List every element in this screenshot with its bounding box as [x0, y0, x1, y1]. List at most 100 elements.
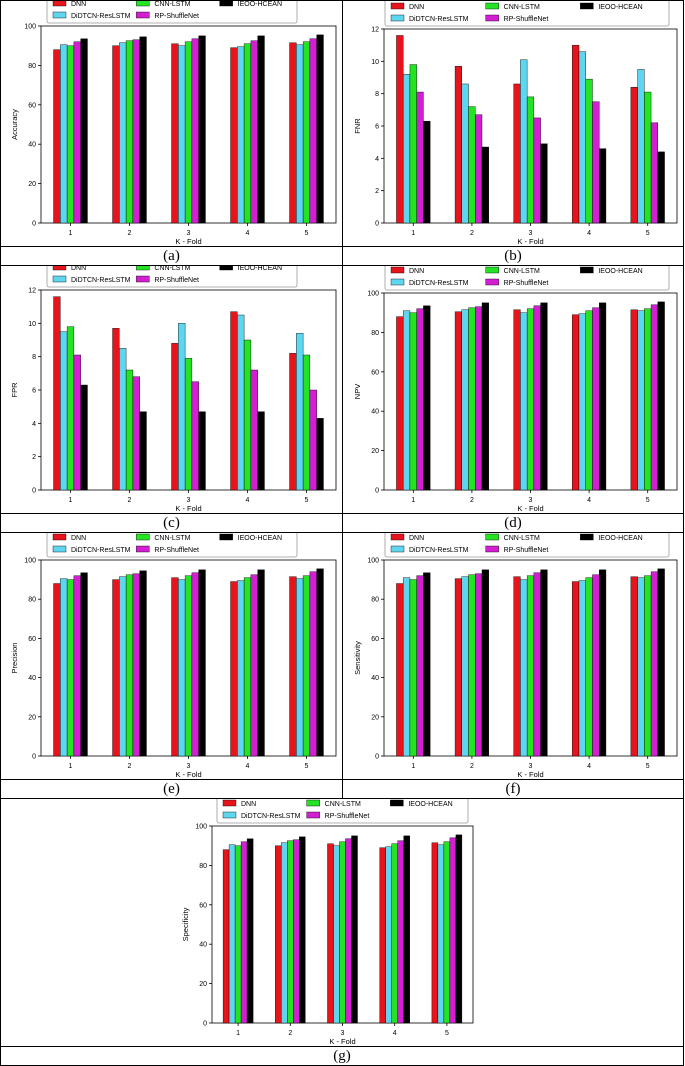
bar-dnn-fold-2 [454, 65, 462, 224]
legend-box [46, 1, 298, 24]
bar-didtcn-reslstm-fold-5 [296, 578, 304, 757]
y-tick-label: 60 [371, 369, 379, 376]
y-tick-label: 0 [375, 488, 379, 495]
legend-label-ieoo-hcean: IEOO-HCEAN [408, 801, 452, 808]
legend-label-cnn-lstm: CNN-LSTM [154, 535, 190, 542]
bar-dnn-fold-3 [171, 343, 179, 491]
legend-swatch-didtcn-reslstm [222, 811, 237, 819]
legend-swatch-dnn [222, 799, 237, 807]
legend-label-didtcn-reslstm: DiDTCN-ResLSTM [409, 547, 469, 554]
y-tick-label: 0 [203, 1021, 207, 1028]
bar-cnn-lstm-fold-5 [443, 841, 451, 1024]
bar-didtcn-reslstm-fold-4 [237, 314, 245, 491]
bar-rp-shufflenet-fold-3 [191, 38, 199, 224]
bar-rp-shufflenet-fold-4 [250, 40, 258, 224]
y-tick-label: 4 [32, 421, 36, 428]
chart-sensitivity: 0 20 40 60 80 100 1 2 3 4 5 K - Fold Sensitivity DNN C… [353, 533, 678, 779]
y-axis-label: NPV [353, 384, 362, 399]
bar-didtcn-reslstm-fold-5 [296, 44, 304, 224]
y-tick-label: 20 [199, 981, 207, 988]
bar-cnn-lstm-fold-2 [468, 307, 476, 491]
bar-cnn-lstm-fold-3 [526, 96, 535, 224]
legend-swatch-rp-shufflenet [306, 811, 320, 819]
bar-didtcn-reslstm-fold-4 [237, 580, 245, 757]
bar-rp-shufflenet-fold-2 [475, 573, 483, 757]
bar-ieoo-hcean-fold-1 [423, 305, 431, 491]
x-tick-label: 3 [529, 763, 533, 770]
bar-didtcn-reslstm-fold-2 [461, 83, 469, 224]
legend: DNN CNN-LSTM IEOO-HCEAN DiDTCN-ResLSTM RP-Sh… [384, 1, 670, 27]
bar-dnn-fold-1 [222, 849, 230, 1024]
bar-ieoo-hcean-fold-4 [403, 835, 410, 1024]
legend-label-ieoo-hcean: IEOO-HCEAN [238, 535, 282, 542]
bar-cnn-lstm-fold-3 [339, 841, 346, 1024]
bar-dnn-fold-1 [396, 35, 404, 224]
bar-cnn-lstm-fold-4 [243, 577, 252, 757]
bar-cnn-lstm-fold-5 [644, 308, 652, 491]
y-tick-label: 80 [28, 597, 36, 604]
legend-swatch-rp-shufflenet [136, 545, 150, 553]
bar-didtcn-reslstm-fold-5 [637, 577, 645, 757]
bar-didtcn-reslstm-fold-2 [119, 576, 127, 757]
bar-rp-shufflenet-fold-4 [592, 307, 600, 491]
x-tick-label: 2 [128, 763, 132, 770]
bar-ieoo-hcean-fold-3 [198, 35, 206, 224]
x-tick-label: 3 [529, 230, 533, 237]
x-tick-label: 4 [246, 230, 250, 237]
bar-rp-shufflenet-fold-4 [592, 574, 600, 757]
bar-rp-shufflenet-fold-3 [533, 305, 541, 491]
legend-label-ieoo-hcean: IEOO-HCEAN [238, 1, 282, 8]
bar-ieoo-hcean-fold-1 [80, 38, 88, 224]
bar-didtcn-reslstm-fold-3 [178, 579, 186, 757]
legend-box [384, 266, 670, 291]
bar-dnn-fold-1 [396, 583, 404, 757]
legend-swatch-cnn-lstm [136, 533, 150, 541]
bar-ieoo-hcean-fold-3 [351, 835, 358, 1024]
legend-label-didtcn-reslstm: DiDTCN-ResLSTM [71, 547, 131, 554]
legend-swatch-rp-shufflenet [485, 14, 499, 22]
bar-cnn-lstm-fold-4 [585, 310, 593, 491]
legend-swatch-dnn [390, 266, 405, 274]
bar-ieoo-hcean-fold-2 [481, 146, 489, 224]
legend-label-dnn: DNN [241, 801, 256, 808]
bar-ieoo-hcean-fold-5 [316, 418, 324, 491]
legend-label-dnn: DNN [71, 535, 86, 542]
legend-swatch-ieoo-hcean [580, 2, 594, 10]
bar-didtcn-reslstm-fold-4 [578, 51, 586, 224]
x-tick-label: 1 [411, 763, 415, 770]
bar-dnn-fold-3 [513, 576, 521, 757]
legend-label-dnn: DNN [409, 4, 424, 11]
bar-cnn-lstm-fold-2 [468, 106, 476, 224]
bar-rp-shufflenet-fold-5 [309, 38, 317, 224]
legend-label-cnn-lstm: CNN-LSTM [154, 1, 190, 8]
bar-cnn-lstm-fold-3 [184, 41, 193, 224]
x-axis-label: K - Fold [329, 1037, 355, 1046]
bar-dnn-fold-4 [572, 44, 580, 224]
x-tick-label: 5 [646, 497, 650, 504]
legend-label-cnn-lstm: CNN-LSTM [504, 535, 540, 542]
x-tick-label: 4 [587, 230, 591, 237]
x-axis-label: K - Fold [175, 504, 201, 513]
x-tick-label: 2 [128, 497, 132, 504]
panel-caption: (f) [343, 779, 683, 798]
y-tick-label: 100 [24, 558, 36, 565]
legend-label-ieoo-hcean: IEOO-HCEAN [238, 266, 282, 272]
bar-didtcn-reslstm-fold-4 [385, 846, 392, 1024]
legend-swatch-rp-shufflenet [136, 275, 150, 283]
bar-rp-shufflenet-fold-4 [250, 574, 258, 757]
y-tick-label: 8 [375, 91, 379, 98]
x-tick-label: 1 [69, 497, 73, 504]
bar-ieoo-hcean-fold-5 [316, 34, 324, 224]
x-axis-label: K - Fold [517, 770, 543, 779]
bar-dnn-fold-5 [289, 353, 297, 491]
bar-dnn-fold-1 [396, 316, 404, 491]
bar-cnn-lstm-fold-5 [302, 575, 311, 757]
panel-g: 0 20 40 60 80 100 1 2 3 4 5 K - Fold Specificity DNN C… [0, 798, 684, 1066]
y-tick-label: 40 [199, 942, 207, 949]
x-tick-label: 1 [411, 230, 415, 237]
bar-cnn-lstm-fold-4 [243, 43, 252, 224]
bar-rp-shufflenet-fold-3 [191, 572, 199, 757]
legend-box [384, 533, 670, 558]
legend-label-didtcn-reslstm: DiDTCN-ResLSTM [71, 277, 131, 284]
